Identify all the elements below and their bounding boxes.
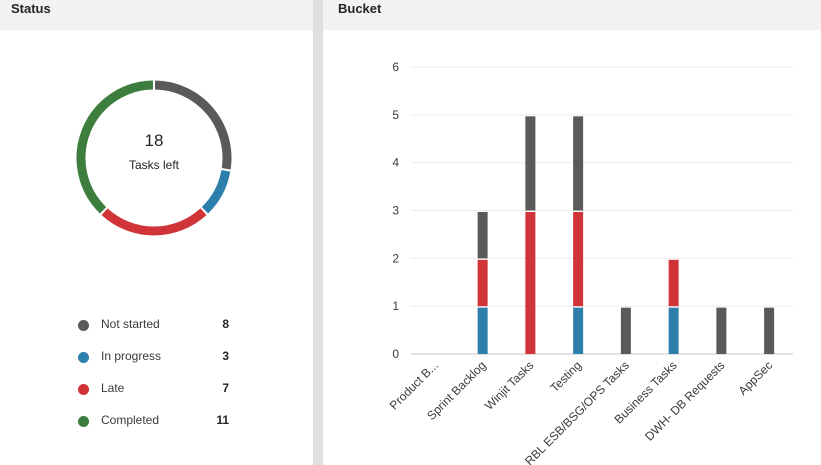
donut-slice-completed[interactable]	[76, 80, 154, 214]
x-tick-label: Testing	[547, 358, 584, 395]
bar-segment[interactable]	[620, 307, 631, 354]
panel-divider	[313, 0, 323, 465]
legend-label: Not started	[101, 317, 160, 331]
legend-count: 3	[222, 349, 229, 363]
donut-slice-not-started[interactable]	[154, 80, 232, 170]
bar-segment[interactable]	[716, 307, 727, 354]
bar-segment[interactable]	[477, 259, 488, 307]
y-tick-label: 1	[392, 299, 399, 313]
legend-label: Completed	[101, 413, 160, 427]
status-legend: Not started 8 In progress 3 Late 7 Compl…	[78, 316, 238, 444]
bucket-panel: Bucket 0 1 2 3 4 5 6 Product B... Sprint Backlog…	[323, 0, 821, 465]
y-tick-label: 5	[392, 108, 399, 122]
x-tick-label: Winjit Tasks	[482, 358, 537, 413]
legend-label: In progress	[101, 349, 162, 363]
donut-slice-late[interactable]	[101, 208, 207, 236]
tasks-left-count: 18	[145, 131, 164, 150]
legend-item-in-progress[interactable]: In progress 3	[78, 348, 238, 380]
status-panel: Status 18 Tasks left Not started 8 In pr…	[0, 0, 313, 465]
bar-segment[interactable]	[573, 212, 584, 307]
bar-segment[interactable]	[764, 307, 775, 354]
legend-label: Late	[101, 381, 125, 395]
bar-segment[interactable]	[477, 307, 488, 354]
legend-count: 7	[222, 381, 229, 395]
legend-dot-in-progress	[78, 352, 89, 363]
legend-dot-completed	[78, 416, 89, 427]
donut-slice-in-progress[interactable]	[201, 169, 231, 214]
bar-segment[interactable]	[668, 259, 679, 307]
legend-item-completed[interactable]: Completed 11	[78, 412, 238, 444]
bar-segment[interactable]	[525, 116, 536, 211]
y-tick-label: 6	[392, 60, 399, 74]
y-tick-label: 3	[392, 204, 399, 218]
bar-segment[interactable]	[668, 307, 679, 354]
y-tick-label: 4	[392, 156, 399, 170]
legend-item-not-started[interactable]: Not started 8	[78, 316, 238, 348]
y-tick-label: 0	[392, 347, 399, 361]
legend-item-late[interactable]: Late 7	[78, 380, 238, 412]
bucket-title: Bucket	[323, 0, 821, 30]
legend-count: 11	[216, 413, 229, 427]
legend-count: 8	[222, 317, 229, 331]
tasks-left-label: Tasks left	[129, 158, 180, 172]
bar-segment[interactable]	[477, 212, 488, 259]
status-donut-chart: 18 Tasks left	[76, 80, 232, 236]
bar-segment[interactable]	[525, 212, 536, 354]
y-tick-label: 2	[392, 251, 399, 265]
legend-dot-not-started	[78, 320, 89, 331]
bar-segment[interactable]	[573, 116, 584, 211]
status-title: Status	[0, 0, 313, 30]
x-tick-label: DWH- DB Requests	[642, 358, 727, 443]
bar-segment[interactable]	[573, 307, 584, 354]
x-tick-label: AppSec	[736, 358, 776, 398]
legend-dot-late	[78, 384, 89, 395]
